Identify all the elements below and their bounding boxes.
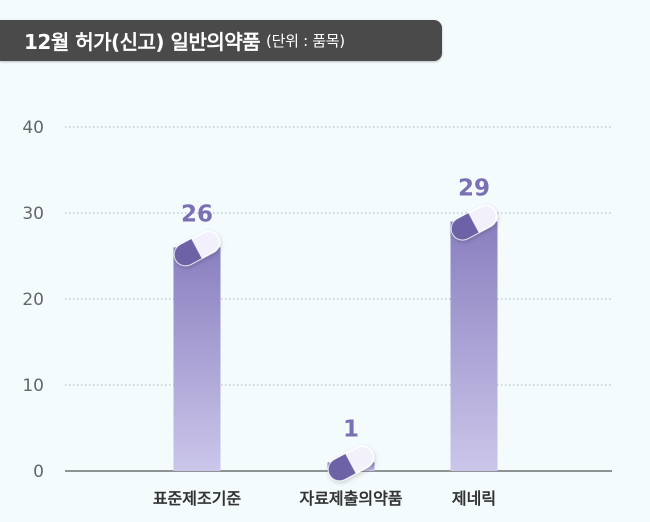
bar xyxy=(173,247,221,471)
bar xyxy=(450,221,498,471)
capsule-icon xyxy=(327,445,375,482)
y-axis-ticks: 0 10 20 30 40 xyxy=(22,118,44,482)
capsule-icon xyxy=(450,204,498,241)
chart-title-box: 12월 허가(신고) 일반의약품 (단위 : 품목) xyxy=(0,20,442,61)
bars xyxy=(173,204,498,482)
capsule-icon xyxy=(173,230,221,267)
category-label: 자료제출의약품 xyxy=(299,489,402,508)
y-tick-label: 0 xyxy=(33,462,44,482)
category-label: 표준제조기준 xyxy=(153,489,242,508)
y-tick-label: 10 xyxy=(22,376,44,396)
value-label: 26 xyxy=(181,201,213,227)
y-tick-label: 30 xyxy=(22,204,44,224)
category-label: 제네릭 xyxy=(452,489,496,508)
value-label: 1 xyxy=(343,416,359,442)
chart-title: 12월 허가(신고) 일반의약품 xyxy=(24,30,261,54)
value-labels: 26 1 29 xyxy=(181,176,490,443)
y-tick-label: 20 xyxy=(22,290,44,310)
x-axis-labels: 표준제조기준 자료제출의약품 제네릭 xyxy=(153,489,496,508)
y-tick-label: 40 xyxy=(22,118,44,138)
value-label: 29 xyxy=(458,176,490,202)
chart-unit-label: (단위 : 품목) xyxy=(266,32,345,50)
gridlines xyxy=(65,126,612,472)
